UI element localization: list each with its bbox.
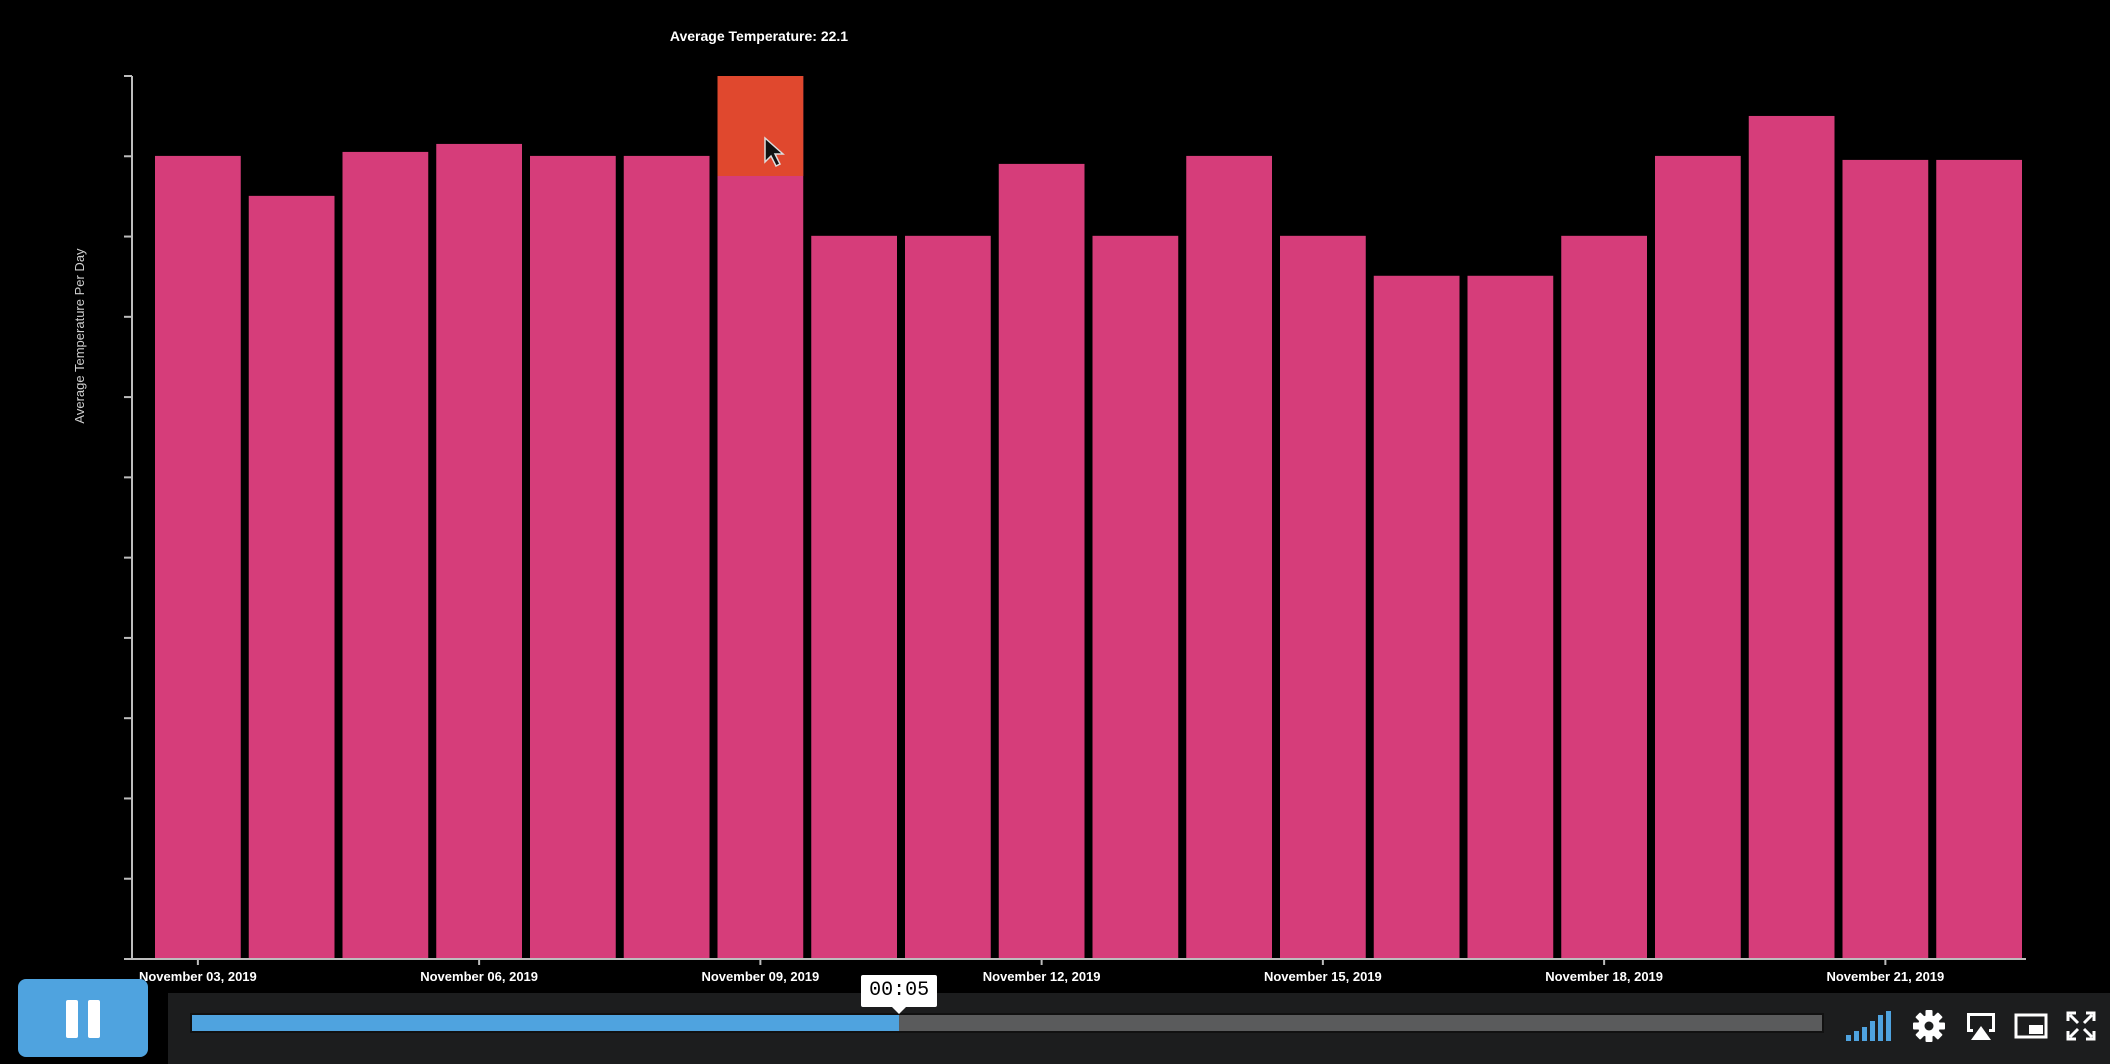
bar <box>998 163 1085 959</box>
x-tick-label: November 03, 2019 <box>139 969 257 984</box>
x-tick-label: November 15, 2019 <box>1264 969 1382 984</box>
bar <box>1655 155 1741 960</box>
bar <box>1748 115 1835 959</box>
x-tick-label: November 12, 2019 <box>983 969 1101 984</box>
bar-chart: November 03, 2019 November 06, 2019 Novemb… <box>72 28 2026 984</box>
bar <box>717 76 804 959</box>
picture-in-picture-icon[interactable] <box>2014 1009 2048 1043</box>
y-axis <box>124 75 133 960</box>
bar <box>1092 235 1179 960</box>
bar <box>905 235 991 960</box>
bar <box>1280 235 1366 960</box>
time-tooltip: 00:05 <box>861 975 938 1014</box>
bar <box>530 155 616 960</box>
y-axis-label: Average Temperature Per Day <box>72 248 87 424</box>
bar-hover-highlight <box>717 76 804 176</box>
bar <box>1186 155 1272 960</box>
bar <box>436 143 522 959</box>
bar <box>155 155 241 960</box>
progress-fill <box>192 1015 900 1031</box>
x-tick-label: November 21, 2019 <box>1826 969 1944 984</box>
bar <box>1842 159 1929 960</box>
video-controls: 00:05 <box>0 975 2110 1064</box>
x-tick-label: November 18, 2019 <box>1545 969 1663 984</box>
bar <box>248 195 335 959</box>
hover-tooltip: Average Temperature: 22.1 <box>670 28 848 44</box>
volume-bars-icon[interactable] <box>1844 1009 1894 1043</box>
bar <box>1936 159 2022 960</box>
mouse-cursor-icon <box>764 136 785 168</box>
chart-bars <box>155 76 2022 960</box>
bar <box>1467 275 1554 959</box>
gear-icon[interactable] <box>1912 1009 1946 1043</box>
bar <box>811 235 897 960</box>
bar <box>342 151 429 959</box>
x-tick-label: November 06, 2019 <box>420 969 538 984</box>
x-axis: November 03, 2019 November 06, 2019 Novemb… <box>132 958 2026 984</box>
pause-button[interactable] <box>18 979 148 1057</box>
bar <box>1373 275 1460 959</box>
bar <box>623 155 710 960</box>
bar <box>1561 235 1647 960</box>
fullscreen-icon[interactable] <box>2066 1009 2096 1043</box>
airplay-icon[interactable] <box>1964 1009 1998 1043</box>
progress-bar[interactable] <box>190 1013 1824 1033</box>
x-tick-label: November 09, 2019 <box>701 969 819 984</box>
